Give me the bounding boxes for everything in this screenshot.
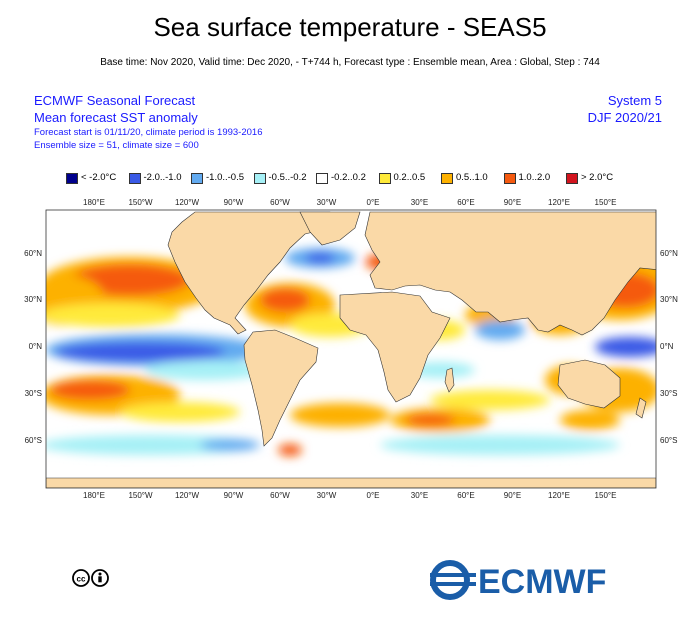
- valid-season: DJF 2020/21: [587, 110, 662, 125]
- new-zealand: [635, 397, 647, 419]
- latitude-label-left: 60°N: [24, 249, 42, 258]
- ensemble-size-note: Ensemble size = 51, climate size = 600: [34, 140, 199, 151]
- forecast-name: ECMWF Seasonal Forecast: [34, 93, 196, 108]
- legend-swatch: [316, 173, 328, 184]
- eurasia: [364, 211, 656, 336]
- longitude-label-bottom: 90°W: [224, 491, 244, 500]
- madagascar: [444, 367, 455, 393]
- map-canvas: [46, 210, 656, 488]
- south-america: [243, 329, 319, 447]
- latitude-label-left: 30°N: [24, 295, 42, 304]
- forecast-info-block: ECMWF Seasonal Forecast Mean forecast SS…: [34, 92, 262, 152]
- longitude-label-bottom: 60°W: [270, 491, 290, 500]
- legend-swatch: [128, 173, 141, 184]
- legend-swatch: [378, 173, 391, 184]
- product-name: Mean forecast SST anomaly: [34, 110, 198, 125]
- longitude-label-top: 30°E: [411, 198, 428, 207]
- latitude-label-right: 30°S: [660, 389, 677, 398]
- longitude-label-bottom: 120°W: [175, 491, 200, 500]
- legend-label: < -2.0°C: [81, 172, 117, 183]
- legend-label: -0.5..-0.2: [268, 172, 307, 183]
- longitude-label-top: 30°W: [317, 198, 337, 207]
- latitude-label-left: 30°S: [25, 389, 42, 398]
- longitude-label-bottom: 150°E: [595, 491, 617, 500]
- longitude-label-bottom: 0°E: [367, 491, 380, 500]
- longitude-label-top: 90°W: [224, 198, 244, 207]
- latitude-label-left: 0°N: [29, 342, 43, 351]
- greenland: [299, 211, 361, 246]
- latitude-label-right: 0°N: [660, 342, 674, 351]
- longitude-label-bottom: 120°E: [548, 491, 570, 500]
- legend-swatch: [566, 173, 578, 184]
- legend-label: 1.0..2.0: [518, 172, 551, 183]
- north-america: [167, 211, 331, 335]
- latitude-label-right: 30°N: [660, 295, 678, 304]
- forecast-metadata: Base time: Nov 2020, Valid time: Dec 202…: [100, 57, 600, 68]
- map-frame: [45, 209, 657, 489]
- longitude-label-bottom: 30°E: [411, 491, 428, 500]
- longitude-label-top: 120°W: [175, 198, 200, 207]
- longitude-label-bottom: 180°E: [83, 491, 105, 500]
- legend-swatch: [503, 173, 516, 184]
- forecast-start-note: Forecast start is 01/11/20, climate peri…: [34, 127, 263, 138]
- legend-label: -1.0..-0.5: [206, 172, 245, 183]
- africa: [339, 291, 451, 403]
- longitude-label-top: 60°W: [270, 198, 290, 207]
- system-version: System 5: [607, 93, 662, 108]
- legend-swatch: [191, 173, 203, 184]
- longitude-label-top: 150°W: [128, 198, 153, 207]
- logo-wordmark: ECMWF: [478, 563, 606, 600]
- cc-by-icon: cc: [72, 569, 109, 587]
- land-masses: [46, 211, 656, 488]
- longitude-label-top: 120°E: [548, 198, 570, 207]
- longitude-label-bottom: 90°E: [504, 491, 521, 500]
- page-title: Sea surface temperature - SEAS5: [153, 12, 547, 42]
- legend-swatch: [441, 173, 453, 184]
- longitude-label-bottom: 30°W: [317, 491, 337, 500]
- svg-text:cc: cc: [77, 575, 86, 584]
- map-axis-labels: 180°E 150°W 120°W 90°W 60°W 30°W 0°E 30°E 60°E 90…: [24, 198, 678, 500]
- longitude-label-top: 180°E: [83, 198, 105, 207]
- latitude-label-left: 60°S: [25, 436, 42, 445]
- longitude-label-top: 90°E: [504, 198, 521, 207]
- ecmwf-logo: ECMWF: [430, 560, 606, 600]
- legend-swatch: [253, 173, 266, 184]
- legend-label: -2.0..-1.0: [143, 172, 182, 183]
- longitude-label-bottom: 150°W: [128, 491, 153, 500]
- longitude-label-top: 60°E: [457, 198, 474, 207]
- australia: [557, 359, 621, 409]
- longitude-label-top: 150°E: [595, 198, 617, 207]
- legend-swatch: [66, 173, 78, 184]
- system-info-block: System 5 DJF 2020/21: [588, 92, 662, 126]
- longitude-label-top: 0°E: [367, 198, 380, 207]
- longitude-label-bottom: 60°E: [457, 491, 474, 500]
- latitude-label-right: 60°N: [660, 249, 678, 258]
- antarctica: [46, 477, 656, 488]
- latitude-label-right: 60°S: [660, 436, 677, 445]
- legend-label: > 2.0°C: [581, 172, 614, 183]
- legend-label: 0.5..1.0: [456, 172, 488, 183]
- legend-label: 0.2..0.5: [393, 172, 426, 183]
- legend-label: -0.2..0.2: [331, 172, 366, 183]
